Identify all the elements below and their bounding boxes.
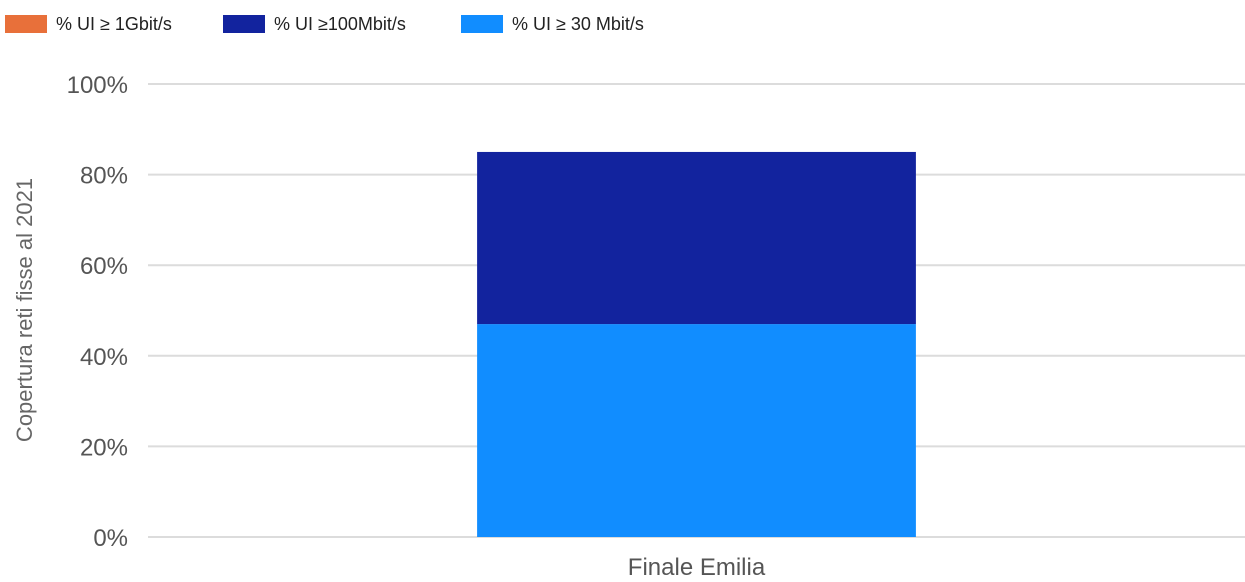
y-tick-label-0: 0% — [93, 525, 128, 552]
x-axis-labels: Finale Emilia — [628, 554, 766, 581]
x-category-label-finale-emilia: Finale Emilia — [628, 554, 766, 577]
legend: % UI ≥ 1Gbit/s % UI ≥100Mbit/s % UI ≥ 30 M… — [5, 14, 644, 34]
y-axis-ticks: 0% 20% 40% 60% 80% 100% — [67, 72, 128, 552]
y-tick-label-80: 80% — [80, 163, 128, 190]
bar-finale-emilia-series-3[interactable] — [477, 324, 916, 537]
bar-finale-emilia-series-2[interactable] — [477, 151, 916, 325]
y-tick-label-40: 40% — [80, 344, 128, 371]
y-tick-label-60: 60% — [80, 253, 128, 280]
legend-swatch-1 — [5, 15, 47, 33]
bars — [477, 151, 916, 537]
legend-label-2: % UI ≥100Mbit/s — [274, 14, 406, 34]
y-tick-label-20: 20% — [80, 434, 128, 461]
legend-swatch-3 — [461, 15, 503, 33]
legend-label-1: % UI ≥ 1Gbit/s — [56, 14, 172, 34]
legend-label-3: % UI ≥ 30 Mbit/s — [512, 14, 644, 34]
y-axis-title: Copertura reti fisse al 2021 — [12, 178, 37, 442]
legend-swatch-2 — [223, 15, 265, 33]
y-tick-label-100: 100% — [67, 72, 128, 99]
